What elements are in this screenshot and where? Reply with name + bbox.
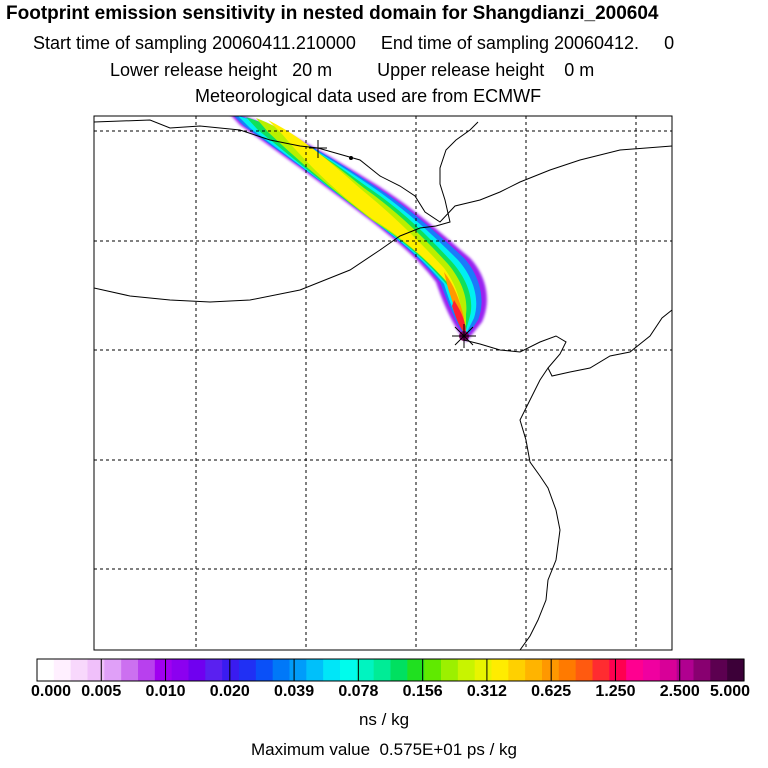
coastline-east <box>519 367 561 650</box>
colorbar-cell <box>643 659 661 681</box>
colorbar-tick-label: 1.250 <box>595 683 636 700</box>
colorbar-cell <box>53 659 72 681</box>
colorbar-cell <box>171 659 190 681</box>
colorbar-cell <box>37 659 55 681</box>
plume-red-core <box>452 300 466 334</box>
colorbar-dividers <box>100 659 681 681</box>
colorbar-cell <box>373 659 392 681</box>
colorbar-cell <box>70 659 89 681</box>
colorbar-cell <box>356 659 375 681</box>
colorbar-cell <box>272 659 291 681</box>
sampling-times: Start time of sampling 20060411.210000 E… <box>33 33 675 53</box>
maximum-value: Maximum value 0.575E+01 ps / kg <box>251 740 517 759</box>
colorbar-cell <box>710 659 728 681</box>
meteorological-source: Meteorological data used are from ECMWF <box>195 86 542 106</box>
coastline-north <box>94 119 672 223</box>
colorbar-cell <box>306 659 324 681</box>
colorbar-tick-label: 0.078 <box>338 683 379 700</box>
colorbar-cell <box>508 659 526 681</box>
map-title: Footprint emission sensitivity in nested… <box>6 3 659 24</box>
plume-yellow-core <box>268 120 465 322</box>
graticule <box>94 116 672 650</box>
receptor-marker <box>309 140 476 348</box>
colorbar-cell <box>407 659 425 681</box>
colorbar-cell <box>154 659 173 681</box>
colorbar-cell <box>727 659 745 681</box>
colorbar-cell <box>424 659 442 681</box>
plume-green-band <box>246 117 472 330</box>
colorbar-tick-label: 5.000 <box>709 683 751 700</box>
colorbar-cell <box>525 659 543 681</box>
coastline-bohai-north <box>435 121 479 227</box>
colorbar-tick-label: 0.010 <box>145 683 186 700</box>
colorbar-cell <box>626 659 644 681</box>
colorbar-tick-label: 0.020 <box>209 683 250 700</box>
colorbar-cell <box>676 659 695 681</box>
colorbar-cell <box>609 659 627 681</box>
colorbar-cell <box>474 659 493 681</box>
colorbar-cell <box>323 659 341 681</box>
colorbar-cell <box>558 659 577 681</box>
colorbar-cell <box>121 659 139 681</box>
colorbar-cell <box>592 659 610 681</box>
plume-yellowgreen-band <box>256 118 467 326</box>
colorbar-cell <box>575 659 594 681</box>
coastlines <box>94 119 672 650</box>
colorbar-cell <box>340 659 358 681</box>
colorbar-cell <box>205 659 223 681</box>
colorbar-tick-label: 0.000 <box>30 683 72 700</box>
colorbar-cell <box>188 659 206 681</box>
colorbar-cell <box>239 659 257 681</box>
colorbar-tick-label: 0.625 <box>531 683 572 700</box>
colorbar-units: ns / kg <box>358 710 410 729</box>
colorbar-tick-label: 2.500 <box>659 683 700 700</box>
colorbar-tick-label: 0.005 <box>81 683 122 700</box>
colorbar-cell <box>693 659 711 681</box>
colorbar-tick-label: 0.312 <box>466 683 507 700</box>
colorbar-cell <box>457 659 476 681</box>
colorbar-tick-label: 0.039 <box>274 683 315 700</box>
colorbar-cell <box>104 659 122 681</box>
colorbar-cell <box>87 659 105 681</box>
colorbar-cell <box>289 659 307 681</box>
colorbar-cell <box>390 659 408 681</box>
colorbar-cell <box>222 659 240 681</box>
map-frame <box>93 115 673 651</box>
colorbar-cell <box>659 659 678 681</box>
colorbar-cell <box>255 659 274 681</box>
colorbar-frame <box>36 658 745 682</box>
coastline-bohai-west <box>94 225 437 303</box>
colorbar-cells <box>37 659 745 681</box>
release-heights: Lower release height 20 m Upper release … <box>110 60 595 80</box>
colorbar-tick-label: 0.156 <box>402 683 443 700</box>
colorbar-cell <box>138 659 156 681</box>
colorbar-cell <box>491 659 509 681</box>
colorbar-cell <box>441 659 459 681</box>
